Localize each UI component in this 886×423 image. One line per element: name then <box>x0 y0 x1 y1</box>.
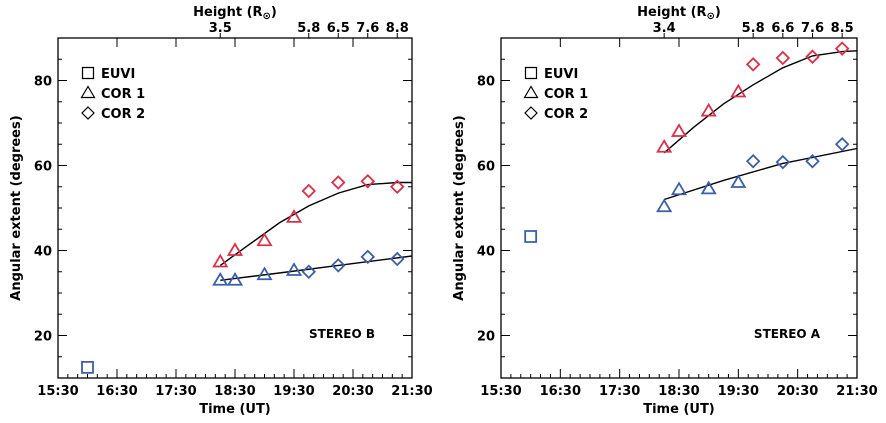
y-tick-label: 40 <box>34 245 52 260</box>
x-tick-label: 20:30 <box>777 384 818 399</box>
y-tick-label: 80 <box>34 75 52 90</box>
data-point-diamond <box>775 50 791 66</box>
data-point-diamond <box>301 183 317 199</box>
data-point-triangle <box>212 271 229 286</box>
legend-marker-triangle <box>80 85 96 99</box>
data-point-triangle <box>730 83 747 98</box>
x-tick-label: 20:30 <box>332 384 373 399</box>
data-point-diamond <box>301 264 317 280</box>
x-tick-label: 17:30 <box>599 384 640 399</box>
top-tick-label: 3.5 <box>209 21 232 36</box>
legend-label: COR 1 <box>544 87 588 102</box>
data-point-triangle <box>670 181 688 196</box>
chart-panel-1: 15:30 16:30 17:30 18:30 19:30 20:30 21:30 20 40 6… <box>9 5 433 417</box>
legend-label: COR 1 <box>101 87 145 102</box>
panel-label: STEREO A <box>754 327 821 341</box>
y-tick-label: 80 <box>477 75 495 90</box>
legend-marker-triangle <box>523 85 539 99</box>
data-point-triangle <box>226 271 244 286</box>
data-point-triangle <box>730 174 747 188</box>
data-point-triangle <box>226 242 244 256</box>
legend-marker-square <box>524 66 538 80</box>
legend-marker-diamond <box>524 106 538 120</box>
fit-curve <box>663 147 858 201</box>
data-point-diamond <box>360 249 376 265</box>
panel-label: STEREO B <box>309 327 375 341</box>
chart-panel-2: 15:30 16:30 17:30 18:30 19:30 20:30 21:30 20 40 6… <box>452 5 878 417</box>
y-axis-title: Angular extent (degrees) <box>452 115 467 300</box>
x-tick-label: 19:30 <box>718 384 759 399</box>
x-tick-label: 16:30 <box>96 384 137 399</box>
data-point-diamond <box>389 179 405 195</box>
y-tick-label: 60 <box>477 160 495 175</box>
data-point-square <box>81 360 94 374</box>
top-tick-label: 5.8 <box>742 21 765 36</box>
sun-symbol: ⊙ <box>263 11 271 22</box>
data-point-diamond <box>805 153 820 169</box>
legend-label: EUVI <box>101 67 135 82</box>
top-tick-label: 6.6 <box>771 21 794 36</box>
x-tick-label: 18:30 <box>658 384 699 399</box>
top-tick-label: 7.6 <box>356 21 379 36</box>
data-point-diamond <box>834 41 850 56</box>
top-axis-title-text: Height (R <box>193 5 262 20</box>
x-axis-title: Time (UT) <box>643 402 715 417</box>
x-axis-title: Time (UT) <box>199 402 271 417</box>
data-point-diamond <box>745 57 761 72</box>
top-tick-label: 8.8 <box>386 21 409 36</box>
legend-marker-diamond <box>81 106 95 120</box>
y-tick-label: 20 <box>477 330 495 345</box>
data-point-diamond <box>330 258 346 273</box>
top-axis-title-text: Height (R <box>637 5 706 20</box>
data-point-triangle <box>656 198 673 213</box>
data-point-triangle <box>256 266 273 281</box>
y-tick-label: 20 <box>34 330 52 345</box>
x-tick-label: 17:30 <box>155 384 196 399</box>
x-tick-label: 19:30 <box>273 384 314 399</box>
fit-curve <box>663 50 858 154</box>
data-point-diamond <box>330 175 346 190</box>
data-point-square <box>524 230 538 243</box>
x-tick-label: 21:30 <box>391 384 432 399</box>
data-point-diamond <box>775 154 791 170</box>
data-point-diamond <box>360 173 376 189</box>
top-tick-label: 5.8 <box>297 21 320 36</box>
x-tick-label: 15:30 <box>37 384 78 399</box>
data-point-triangle <box>670 123 688 137</box>
top-tick-label: 3.4 <box>653 21 676 36</box>
x-tick-label: 21:30 <box>836 384 877 399</box>
x-tick-label: 18:30 <box>214 384 255 399</box>
top-axis-title: Height (R⊙) <box>637 5 721 22</box>
data-point-triangle <box>656 138 673 153</box>
data-point-diamond <box>389 251 405 267</box>
legend-label: COR 2 <box>101 107 145 122</box>
sun-symbol: ⊙ <box>707 11 715 22</box>
fit-curve <box>220 255 413 281</box>
top-axis-title: Height (R⊙) <box>193 5 277 22</box>
data-point-triangle <box>212 253 229 268</box>
top-tick-label: 8.5 <box>831 21 854 36</box>
top-axis-title-close: ) <box>271 5 277 20</box>
fit-curve <box>219 181 412 266</box>
data-point-triangle <box>700 180 717 195</box>
data-point-diamond <box>745 153 761 169</box>
data-point-triangle <box>256 232 273 247</box>
top-tick-label: 6.5 <box>327 21 350 36</box>
data-point-triangle <box>285 209 303 223</box>
legend-marker-square <box>81 66 95 80</box>
legend-label: EUVI <box>544 67 578 82</box>
data-point-diamond <box>834 136 850 152</box>
data-point-diamond <box>805 49 820 64</box>
top-tick-label: 7.6 <box>801 21 824 36</box>
data-point-triangle <box>700 102 717 117</box>
y-tick-label: 40 <box>477 245 495 260</box>
y-tick-label: 60 <box>34 160 52 175</box>
x-tick-label: 16:30 <box>540 384 581 399</box>
top-axis-title-close: ) <box>715 5 721 20</box>
y-axis-title: Angular extent (degrees) <box>9 115 24 300</box>
legend-label: COR 2 <box>544 107 588 122</box>
data-point-triangle <box>285 262 303 276</box>
x-tick-label: 15:30 <box>480 384 521 399</box>
